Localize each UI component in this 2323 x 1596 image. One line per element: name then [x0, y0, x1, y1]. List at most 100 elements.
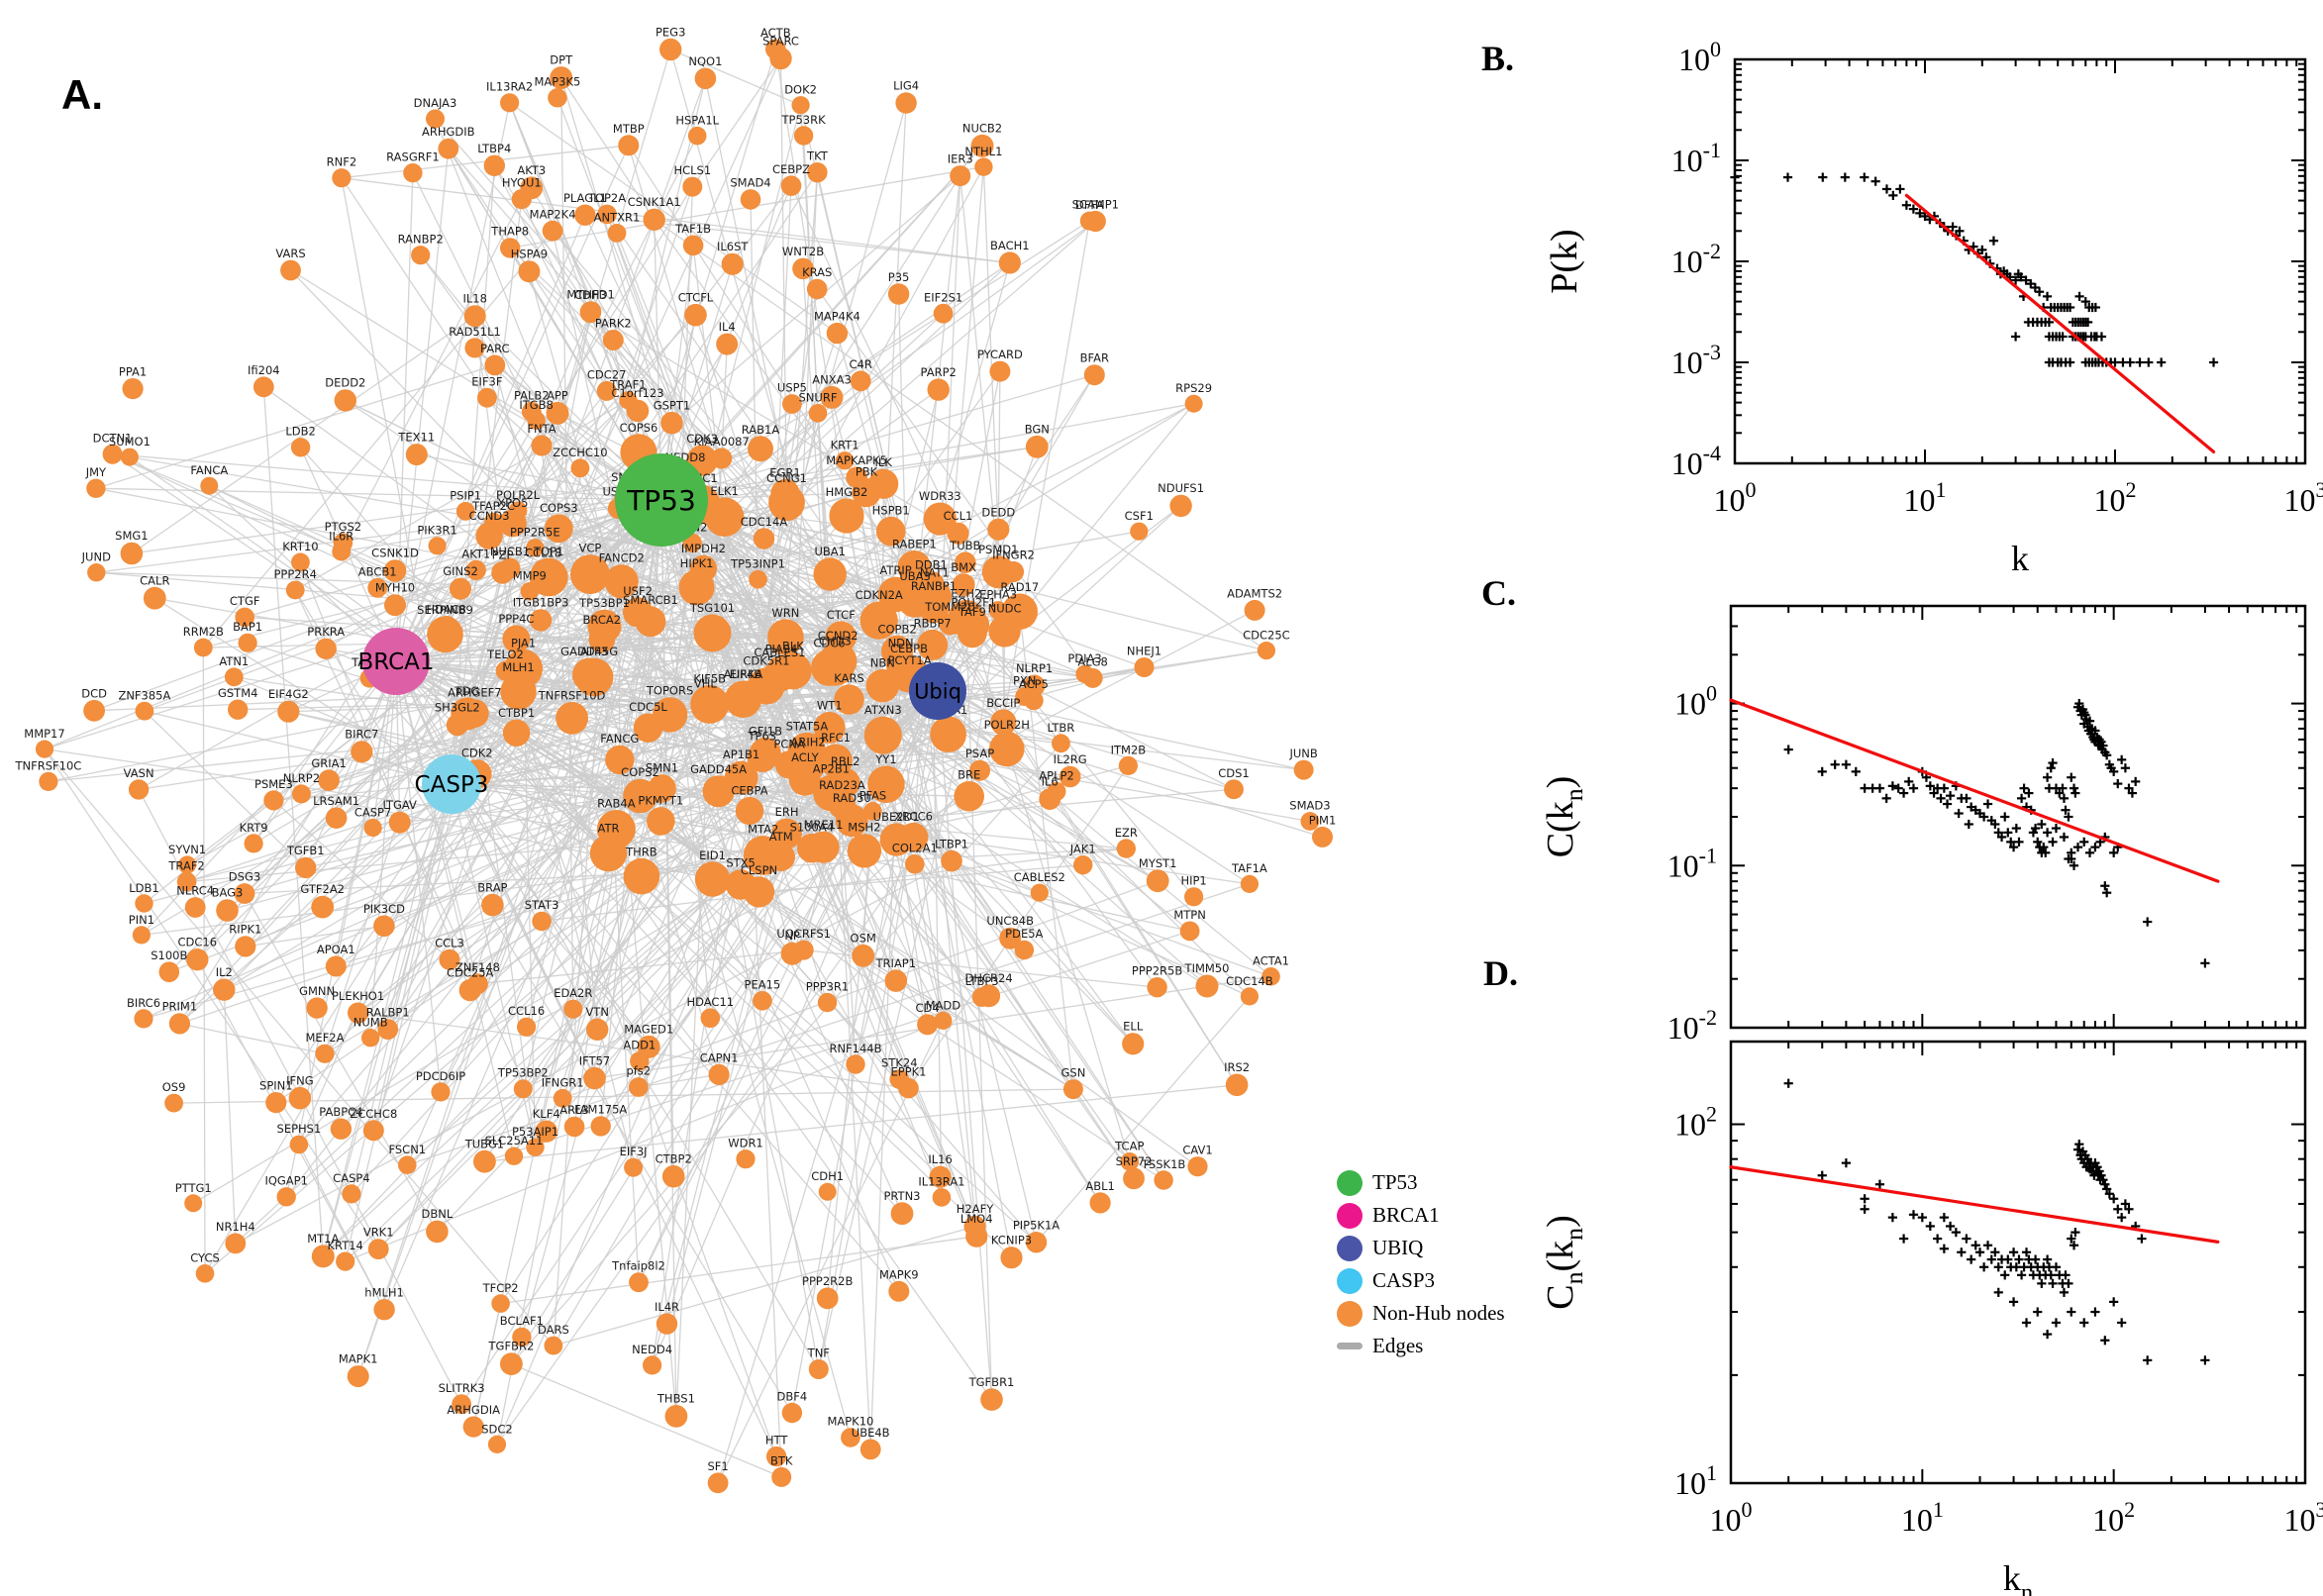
network-node-label: PSIP1 — [450, 488, 481, 502]
network-node — [999, 927, 1022, 949]
network-node-label: PARP2 — [921, 365, 957, 379]
legend-node-swatch — [1337, 1300, 1363, 1327]
network-node — [132, 926, 151, 945]
network-node-label: COL2A1 — [892, 842, 938, 855]
network-node — [563, 999, 583, 1019]
network-node — [518, 260, 541, 283]
network-node-label: TFAP2C — [471, 499, 515, 513]
network-node-label: IFT57 — [579, 1053, 610, 1067]
network-node-label: ATM — [769, 830, 793, 844]
network-node-label: ZCCHC8 — [350, 1107, 397, 1121]
hub-node-ubiq — [909, 662, 966, 720]
network-node-label: SRP72 — [1116, 1154, 1153, 1168]
network-node — [929, 1165, 952, 1188]
network-node-label: GRIA1 — [311, 756, 346, 770]
network-node — [971, 987, 992, 1007]
chart-frame — [1733, 57, 2307, 465]
network-node — [716, 333, 739, 355]
network-node-label: COPS6 — [620, 421, 658, 435]
network-node — [1146, 869, 1169, 893]
network-node — [502, 625, 531, 653]
network-node-label: TCAP — [1114, 1140, 1144, 1153]
network-node — [648, 774, 676, 803]
network-node — [86, 478, 106, 498]
legend-item-casp3: CASP3 — [1337, 1264, 1505, 1297]
network-node-label: TSG101 — [689, 601, 735, 615]
network-node-label: EPHA3 — [979, 588, 1017, 602]
network-node-label: WDR1 — [728, 1137, 763, 1150]
network-node — [336, 1251, 355, 1271]
ppi-network-graph: USF2CDC6COPS6SNRPNCOPS2BCCIPCDK3CCND2COP… — [14, 25, 1336, 1494]
network-node — [178, 855, 197, 874]
network-node-label: RAD17 — [1000, 580, 1039, 594]
network-node — [377, 1019, 399, 1040]
network-node — [740, 189, 761, 210]
network-node-label: IL6ST — [717, 240, 749, 253]
network-node-label: IL6R — [329, 529, 354, 543]
network-node-label: RIPK1 — [229, 923, 261, 937]
network-node — [711, 448, 733, 469]
network-node — [826, 322, 849, 345]
network-node — [403, 163, 423, 183]
network-node-label: CDC14B — [1226, 974, 1273, 988]
network-node-label: PARK2 — [595, 316, 632, 330]
network-node-label: EIF3F — [471, 374, 502, 388]
network-node — [426, 1220, 449, 1244]
network-node-label: MEF2A — [306, 1031, 345, 1045]
network-node — [987, 518, 1010, 541]
tick-label: 10-1 — [1667, 843, 1717, 883]
tick-label: 10-2 — [1671, 239, 1721, 279]
network-node-label: PBK — [856, 465, 878, 479]
network-node — [288, 1086, 312, 1110]
chart-panel-C: 100 10-1 10-2 C(kn) — [1540, 604, 2307, 1046]
network-node — [520, 582, 539, 601]
network-node — [895, 92, 917, 114]
network-node — [813, 712, 846, 744]
network-node — [384, 594, 406, 617]
network-node — [351, 741, 373, 763]
network-node-label: SLITRK3 — [439, 1381, 485, 1395]
legend-item-label: Edges — [1372, 1334, 1424, 1357]
network-node-label: ACTB — [760, 26, 791, 40]
network-node-label: WDR33 — [919, 489, 961, 503]
legend-node-swatch — [1337, 1235, 1363, 1261]
network-node-label: ARHGDIB — [422, 125, 475, 139]
network-node-label: SLC25A11 — [485, 1134, 544, 1147]
network-node-label: PARC — [480, 342, 510, 355]
network-node-label: DOK2 — [784, 83, 817, 97]
network-node-label: PYCARD — [977, 348, 1023, 361]
network-node — [693, 614, 732, 652]
network-node — [635, 606, 666, 638]
network-node — [458, 979, 481, 1002]
network-node — [439, 948, 460, 970]
network-node — [325, 955, 347, 977]
network-node — [1244, 599, 1265, 621]
network-node-label: ITM2B — [1111, 743, 1147, 756]
network-node — [875, 516, 906, 547]
network-legend: TP53 BRCA1 UBIQ CASP3 Non-Hub nodes Edges — [1337, 1166, 1505, 1362]
network-node-label: CCL3 — [435, 936, 464, 949]
network-node-label: KRT14 — [328, 1239, 363, 1252]
network-node-label: JUND — [81, 550, 111, 564]
network-node-label: CLSPN — [741, 863, 777, 877]
network-node-label: MYH10 — [375, 581, 415, 595]
network-node-label: NAT1 — [920, 566, 950, 580]
network-node-label: C4R — [850, 357, 872, 371]
network-node — [981, 555, 1015, 589]
network-node — [868, 468, 899, 499]
y-axis-label: C(kn) — [1540, 776, 1588, 858]
network-node-label: TP63 — [748, 729, 777, 743]
network-node — [120, 542, 144, 565]
network-node-label: COPS2 — [621, 765, 659, 779]
network-node — [1300, 812, 1320, 831]
network-node — [433, 616, 460, 643]
network-node — [687, 126, 707, 146]
network-node-label: P53AIP1 — [512, 1125, 558, 1139]
network-node — [102, 444, 123, 464]
network-node-label: LIG4 — [893, 79, 919, 93]
panel-c-label: C. — [1481, 573, 1516, 613]
network-node-label: TFCP2 — [482, 1281, 519, 1295]
network-node — [263, 790, 284, 811]
network-node — [704, 497, 745, 537]
